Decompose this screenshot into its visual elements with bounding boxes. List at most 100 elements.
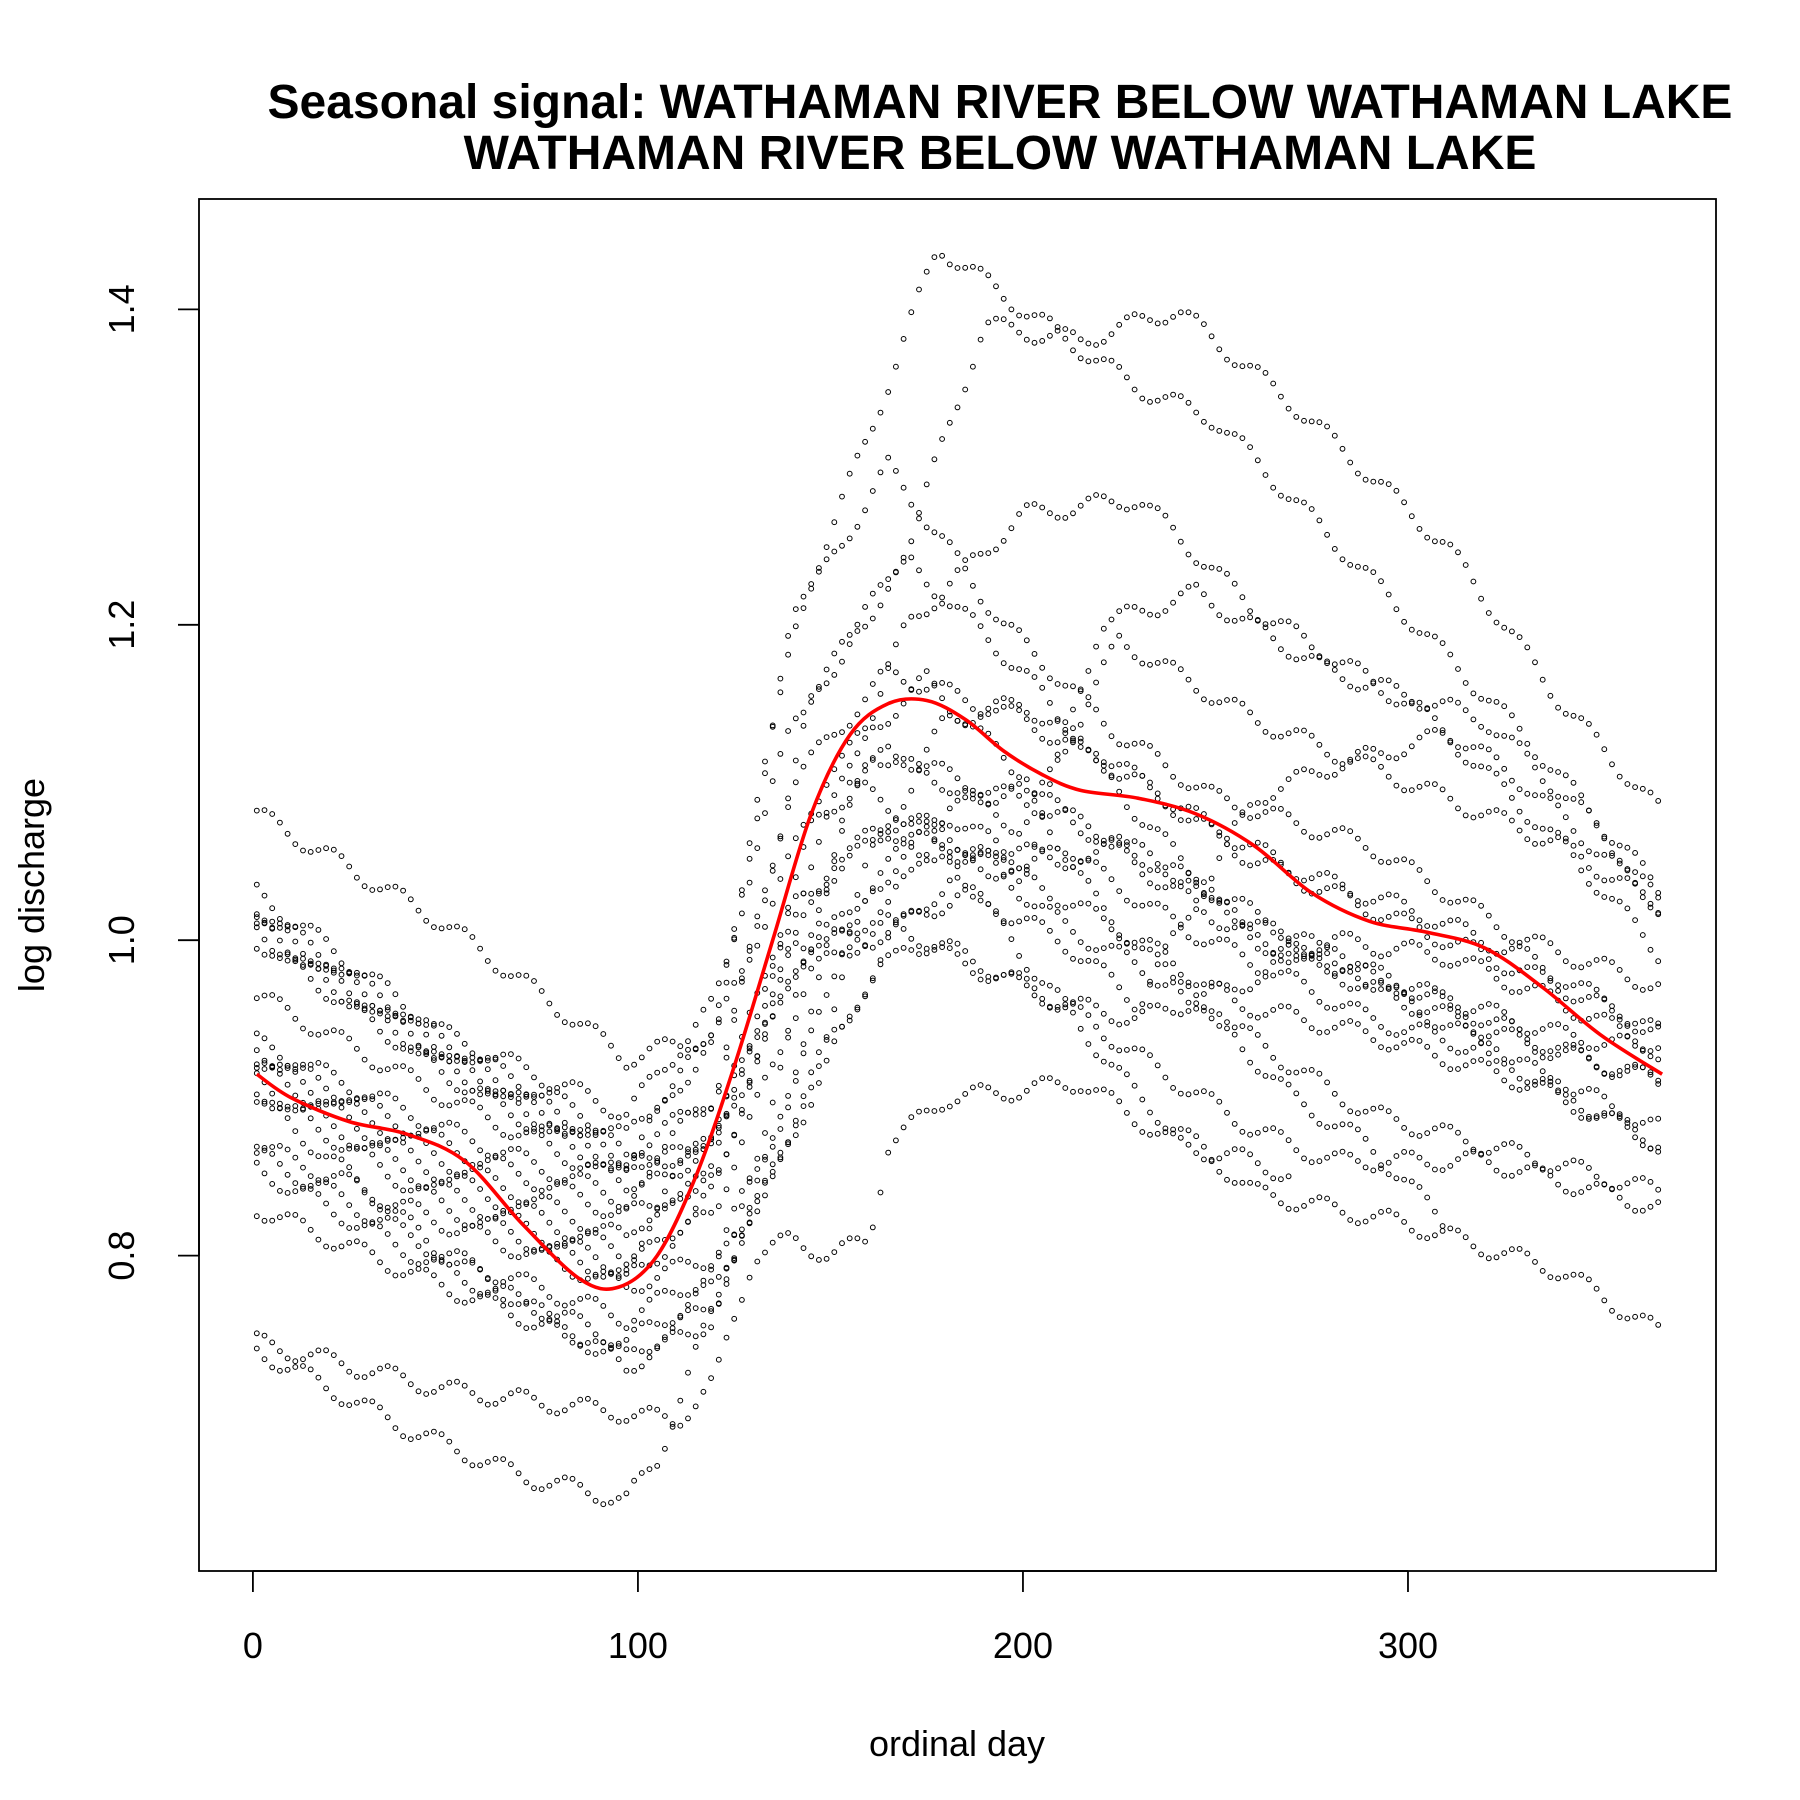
data-point (608, 1152, 614, 1159)
data-point (1000, 873, 1007, 880)
data-point (715, 1170, 722, 1176)
data-point (300, 1079, 306, 1085)
data-point (1632, 1061, 1638, 1068)
data-point (384, 1137, 391, 1144)
data-point (446, 1181, 453, 1188)
data-point (846, 952, 853, 959)
data-point (407, 1197, 414, 1204)
data-point (877, 469, 884, 476)
data-point (377, 1142, 383, 1149)
data-point (970, 363, 976, 370)
data-point (654, 1343, 661, 1350)
data-point (1231, 617, 1238, 624)
data-point (908, 947, 915, 953)
data-point (1485, 1060, 1492, 1067)
data-point (346, 1099, 353, 1105)
data-point (1239, 919, 1246, 926)
data-point (638, 1348, 645, 1355)
data-point (631, 1164, 637, 1170)
data-point (754, 845, 761, 851)
data-point (946, 877, 953, 884)
data-point (631, 1253, 637, 1260)
data-point (377, 1007, 383, 1014)
data-point (292, 841, 299, 847)
data-point (492, 1238, 499, 1245)
data-point (554, 1108, 560, 1115)
data-point (1524, 1040, 1531, 1047)
data-point (754, 1166, 761, 1172)
data-point (1154, 751, 1161, 757)
data-point (277, 1367, 283, 1374)
data-point (1470, 690, 1477, 697)
data-point (993, 911, 999, 917)
data-point (315, 1177, 322, 1183)
data-point (1278, 786, 1284, 792)
data-point (1224, 429, 1230, 436)
data-point (438, 1051, 445, 1058)
data-point (739, 1110, 745, 1117)
data-point (1655, 1020, 1662, 1027)
data-point (1532, 841, 1538, 847)
data-point (1416, 783, 1423, 790)
data-point (277, 951, 283, 958)
data-point (269, 1364, 276, 1371)
data-point (1601, 1011, 1608, 1018)
data-point (1424, 934, 1431, 940)
data-point (377, 1404, 383, 1411)
data-point (253, 1047, 260, 1054)
data-point (1039, 848, 1046, 855)
data-point (1301, 1155, 1307, 1162)
data-point (1478, 1251, 1484, 1258)
data-point (1193, 906, 1200, 913)
data-point (1201, 1143, 1207, 1150)
data-point (508, 1301, 514, 1308)
data-point (754, 942, 761, 949)
data-point (608, 1221, 614, 1228)
data-point (515, 1089, 522, 1096)
data-point (708, 1209, 714, 1216)
data-point (669, 1325, 676, 1332)
data-point (315, 1126, 322, 1133)
data-point (916, 767, 922, 774)
data-point (646, 1155, 653, 1161)
data-point (1162, 319, 1169, 326)
data-point (816, 739, 822, 746)
data-point (1054, 987, 1061, 993)
data-point (1570, 796, 1577, 802)
data-point (792, 1132, 799, 1139)
data-point (330, 965, 337, 972)
data-point (1347, 968, 1354, 975)
data-point (831, 852, 838, 858)
data-point (1616, 1111, 1623, 1117)
data-point (1370, 1149, 1377, 1155)
data-point (1532, 953, 1538, 960)
data-point (769, 1161, 776, 1168)
data-point (585, 1162, 591, 1169)
data-point (869, 786, 876, 792)
data-point (1547, 767, 1554, 773)
data-point (839, 493, 845, 500)
data-point (1154, 867, 1161, 874)
data-point (307, 1089, 314, 1096)
data-point (1501, 970, 1508, 977)
data-point (1524, 1036, 1531, 1043)
data-point (277, 1188, 283, 1194)
data-point (1016, 974, 1022, 981)
data-point (993, 837, 999, 844)
data-point (1285, 811, 1292, 818)
data-point (1139, 970, 1146, 976)
data-point (1509, 1067, 1515, 1073)
data-point (292, 1069, 299, 1075)
data-point (638, 1288, 645, 1294)
data-point (1139, 502, 1146, 508)
data-point (769, 954, 776, 961)
data-point (561, 1019, 568, 1026)
data-point (1270, 484, 1277, 491)
data-point (1224, 835, 1230, 842)
data-point (1077, 1088, 1084, 1094)
data-point (1509, 945, 1515, 952)
data-point (523, 972, 530, 979)
data-point (977, 851, 984, 858)
data-point (1162, 904, 1169, 911)
data-point (1062, 1085, 1069, 1091)
